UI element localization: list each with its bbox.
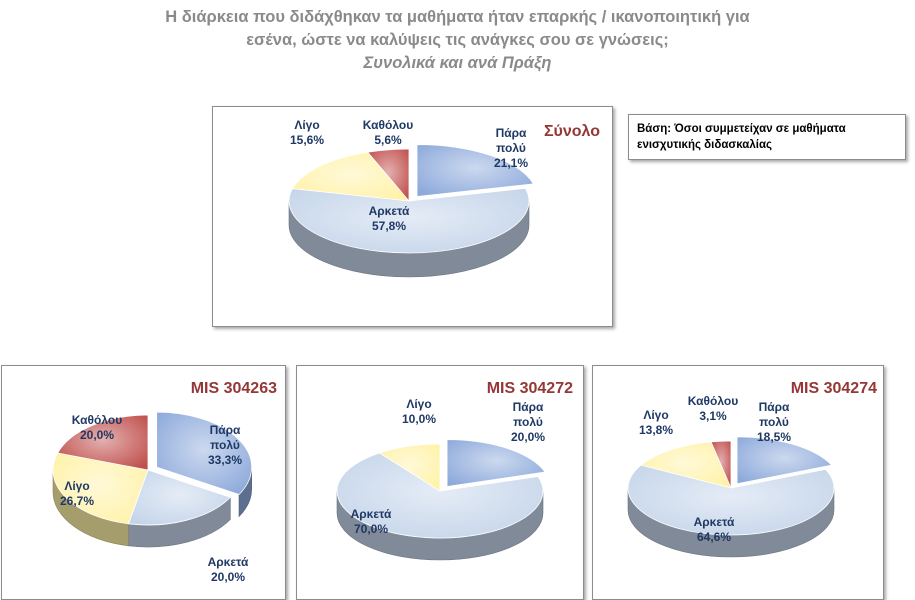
data-label-para-poly: Πάρα πολύ 20,0% <box>511 400 545 444</box>
pie-slice-arketa <box>336 452 544 539</box>
panel-title-mis-304274: MIS 304274 <box>790 380 877 397</box>
data-label-katholou: Καθόλου 3,1% <box>688 394 738 423</box>
pie-slice-para-poly <box>736 436 833 485</box>
data-label-arketa: Αρκετά 20,0% <box>208 555 249 584</box>
data-label-ligo: Λίγο 13,8% <box>639 408 673 437</box>
pie-slice-katholou <box>710 440 732 489</box>
chart-subtitle: Συνολικά και ανά Πράξη <box>363 54 552 72</box>
pie-slice-para-poly <box>156 411 253 495</box>
pie-chart-total: Πάρα πολύ 21,1% Αρκετά 57,8% Λίγο 15,6% Καθόλου… <box>288 118 535 278</box>
pie-chart-mis-304272: Πάρα πολύ 20,0% Αρκετά 70,0% Λίγο 10,0% <box>336 397 546 561</box>
chart-panel-mis-304274: MIS 304274 Πάρα πολύ 18,5% Αρκετά 64,6% Λίγο 1… <box>592 365 884 600</box>
data-label-katholou: Καθόλου 5,6% <box>363 118 413 147</box>
pie-chart-mis-304274: Πάρα πολύ 18,5% Αρκετά 64,6% Λίγο 13,8% Καθόλου… <box>627 394 835 558</box>
data-label-arketa: Αρκετά 70,0% <box>351 507 392 536</box>
pie-slice-para-poly <box>446 439 546 488</box>
pie-chart-mis-304263: Πάρα πολύ 33,3% Αρκετά 20,0% Λίγο 26,7% Καθόλου… <box>52 411 253 584</box>
title-line-1: Η διάρκεια που διδάχθηκαν τα μαθήματα ήτ… <box>165 8 750 26</box>
panel-title-total: Σύνολο <box>543 123 600 140</box>
pie-slice-ligo <box>378 443 441 492</box>
pie-slice-arketa <box>127 469 232 526</box>
pie-slice-para-poly <box>416 144 535 198</box>
pie-slice-arketa <box>288 187 530 254</box>
chart-panel-total: Σύνολο Πάρα πολύ 21,1% Αρκετά 57,8% Λίγο 15,6%… <box>212 106 613 327</box>
data-label-katholou: Καθόλου 20,0% <box>72 413 122 442</box>
title-line-2: εσένα, ώστε να καλύψεις τις ανάγκες σου … <box>246 31 669 49</box>
data-label-arketa: Αρκετά 57,8% <box>369 204 410 233</box>
pie-slice-arketa <box>627 464 835 536</box>
chart-panel-mis-304272: MIS 304272 Πάρα πολύ 20,0% Αρκετά 70,0% Λίγο 1… <box>296 365 584 600</box>
base-note: Βάση: Όσοι συμμετείχαν σε μαθήματα ενισχ… <box>628 114 906 160</box>
data-label-para-poly: Πάρα πολύ 18,5% <box>757 400 791 444</box>
data-label-ligo: Λίγο 26,7% <box>60 479 94 508</box>
chart-panel-mis-304263: MIS 304263 Πάρα πολύ 33,3% Αρκετά 20,0% Λίγο 2… <box>1 365 286 600</box>
data-label-arketa: Αρκετά 64,6% <box>694 515 735 544</box>
pie-slice-ligo <box>291 151 410 202</box>
page-title: Η διάρκεια που διδάχθηκαν τα μαθήματα ήτ… <box>0 6 915 75</box>
data-label-ligo: Λίγο 10,0% <box>402 397 436 426</box>
data-label-para-poly: Πάρα πολύ 33,3% <box>208 423 242 467</box>
panel-title-mis-304272: MIS 304272 <box>486 380 573 397</box>
panel-title-mis-304263: MIS 304263 <box>190 380 277 397</box>
pie-slice-katholou <box>57 414 149 471</box>
pie-slice-ligo <box>640 441 732 489</box>
pie-slice-katholou <box>366 148 410 203</box>
data-label-para-poly: Πάρα πολύ 21,1% <box>494 126 528 170</box>
pie-slice-ligo <box>52 452 149 525</box>
data-label-ligo: Λίγο 15,6% <box>290 118 324 147</box>
